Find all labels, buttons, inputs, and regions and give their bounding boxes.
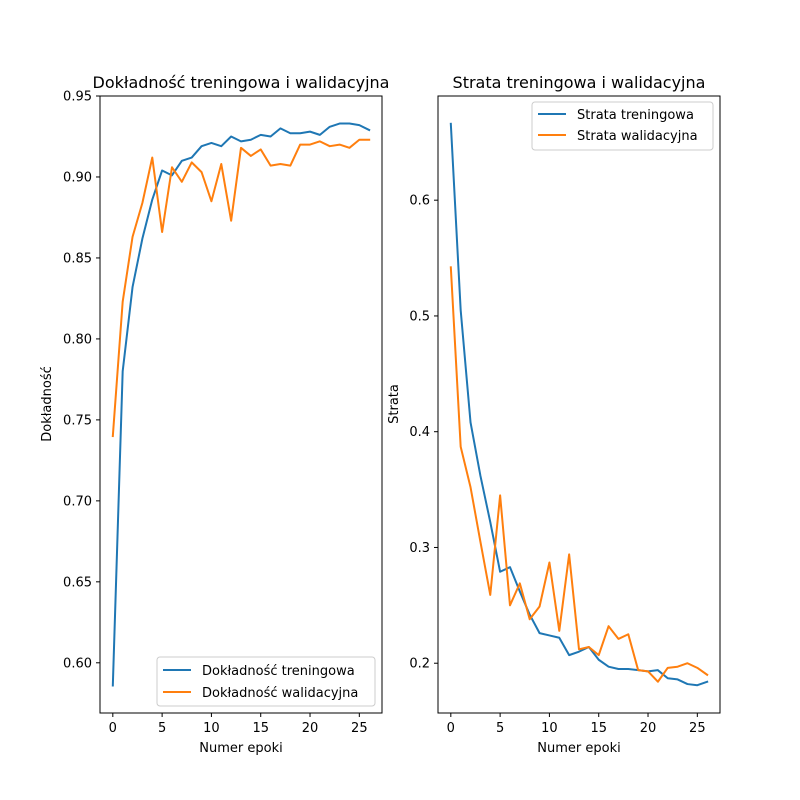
- loss-x-axis-label: Numer epoki: [537, 741, 620, 756]
- accuracy-y-axis-label: Dokładność: [40, 366, 55, 442]
- accuracy-series-val-line: [111, 138, 371, 438]
- accuracy-y-tick-label: 0.80: [63, 332, 92, 347]
- accuracy-x-tick-label: 0: [109, 721, 117, 736]
- loss-legend-frame: [531, 101, 714, 151]
- loss-chart-title: Strata treningowa i walidacyjna: [453, 73, 706, 92]
- accuracy-y-tick-label: 0.85: [63, 251, 92, 266]
- accuracy-x-tick-label: 10: [203, 721, 220, 736]
- accuracy-x-axis-label: Numer epoki: [199, 741, 282, 756]
- accuracy-x-tick-label: 5: [158, 721, 166, 736]
- loss-legend-label-val: Strata walidacyjna: [577, 129, 698, 144]
- accuracy-axes-frame: [99, 95, 383, 714]
- loss-chart: Strata treningowa i walidacyjna 0 5 10 15 20…: [387, 73, 721, 756]
- loss-y-tick-label: 0.6: [409, 194, 430, 209]
- loss-x-tick-label: 15: [590, 721, 607, 736]
- accuracy-chart-title: Dokładność treningowa i walidacyjna: [93, 73, 390, 92]
- loss-x-tick-label: 25: [689, 721, 706, 736]
- accuracy-y-tick-label: 0.60: [63, 656, 92, 671]
- loss-x-tick-label: 10: [541, 721, 558, 736]
- accuracy-legend: Dokładność treningowa Dokładność walidac…: [156, 656, 376, 707]
- accuracy-legend-frame: [156, 656, 376, 707]
- loss-y-tick-label: 0.4: [409, 425, 430, 440]
- loss-y-tick-label: 0.5: [409, 309, 430, 324]
- accuracy-x-tick-label: 15: [252, 721, 269, 736]
- accuracy-x-tick-label: 20: [302, 721, 319, 736]
- loss-y-tick-label: 0.2: [409, 657, 430, 672]
- accuracy-y-tick-label: 0.90: [63, 170, 92, 185]
- accuracy-legend-label-val: Dokładność walidacyjna: [202, 686, 358, 701]
- loss-series-val-line: [449, 266, 709, 683]
- accuracy-x-tick-label: 25: [351, 721, 368, 736]
- loss-x-tick-label: 5: [496, 721, 504, 736]
- loss-legend-label-train: Strata treningowa: [577, 108, 694, 123]
- loss-x-tick-label: 0: [447, 721, 455, 736]
- loss-x-tick-label: 20: [640, 721, 657, 736]
- accuracy-y-tick-label: 0.95: [63, 90, 92, 105]
- accuracy-legend-label-train: Dokładność treningowa: [202, 664, 355, 679]
- loss-series-train-line: [449, 122, 709, 687]
- accuracy-chart: Dokładność treningowa i walidacyjna 0 5 10…: [40, 73, 389, 756]
- loss-y-tick-label: 0.3: [409, 541, 430, 556]
- loss-axes-frame: [437, 95, 721, 714]
- accuracy-y-tick-label: 0.70: [63, 494, 92, 509]
- accuracy-y-tick-label: 0.65: [63, 575, 92, 590]
- loss-y-axis-label: Strata: [387, 384, 402, 424]
- loss-legend: Strata treningowa Strata walidacyjna: [531, 101, 714, 151]
- accuracy-y-tick-label: 0.75: [63, 413, 92, 428]
